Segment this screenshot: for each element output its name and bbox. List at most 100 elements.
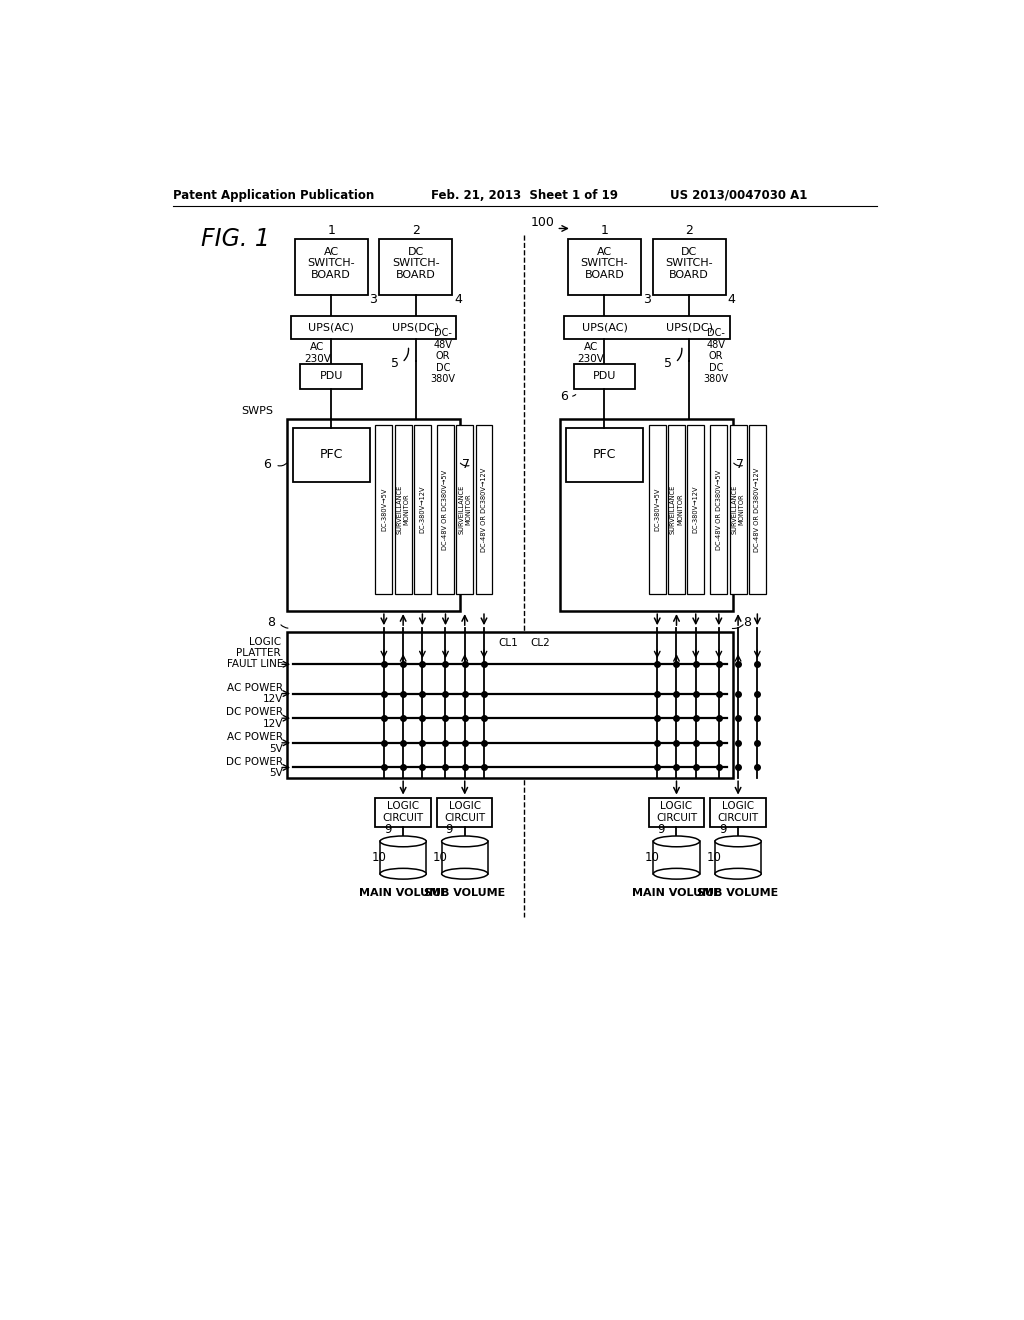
Text: SURVEILLANCE
MONITOR: SURVEILLANCE MONITOR — [731, 484, 744, 535]
Bar — [715, 841, 761, 874]
Bar — [437, 425, 454, 594]
Text: MAIN VOLUME: MAIN VOLUME — [632, 888, 721, 898]
Ellipse shape — [653, 836, 699, 847]
Ellipse shape — [653, 869, 699, 879]
Ellipse shape — [380, 836, 426, 847]
Bar — [457, 425, 473, 594]
Text: 7: 7 — [462, 458, 470, 471]
Text: 10: 10 — [645, 851, 659, 865]
Text: DC POWER
5V: DC POWER 5V — [226, 756, 283, 779]
Bar — [287, 632, 733, 779]
Text: 9: 9 — [657, 824, 665, 837]
Text: SUB VOLUME: SUB VOLUME — [424, 888, 506, 898]
Text: DC-48V OR DC380V→5V: DC-48V OR DC380V→5V — [716, 470, 722, 549]
Text: 9: 9 — [384, 824, 391, 837]
Bar — [376, 425, 392, 594]
Text: SURVEILLANCE
MONITOR: SURVEILLANCE MONITOR — [459, 484, 471, 535]
Bar — [291, 317, 457, 339]
Text: CL2: CL2 — [530, 639, 550, 648]
Bar — [394, 425, 412, 594]
Text: AC POWER
5V: AC POWER 5V — [227, 733, 283, 754]
Text: UPS(DC): UPS(DC) — [666, 323, 713, 333]
Bar — [652, 239, 726, 294]
Text: 1: 1 — [328, 223, 335, 236]
Text: PFC: PFC — [593, 449, 616, 462]
Text: DC-380V→12V: DC-380V→12V — [420, 486, 425, 533]
Text: Patent Application Publication: Patent Application Publication — [173, 189, 374, 202]
Text: SWPS: SWPS — [241, 407, 273, 416]
Text: LOGIC
CIRCUIT: LOGIC CIRCUIT — [656, 801, 697, 822]
Text: UPS(AC): UPS(AC) — [308, 323, 354, 333]
Bar — [380, 841, 426, 874]
Text: 4: 4 — [454, 293, 462, 306]
Text: US 2013/0047030 A1: US 2013/0047030 A1 — [670, 189, 807, 202]
Text: FAULT LINE: FAULT LINE — [226, 659, 283, 669]
Bar — [573, 364, 635, 388]
Ellipse shape — [441, 836, 487, 847]
Ellipse shape — [380, 869, 426, 879]
Text: LOGIC
PLATTER: LOGIC PLATTER — [237, 636, 281, 659]
Text: AC
230V: AC 230V — [304, 342, 331, 364]
Bar — [568, 239, 641, 294]
Bar — [711, 797, 766, 826]
Text: SURVEILLANCE
MONITOR: SURVEILLANCE MONITOR — [670, 484, 683, 535]
Text: 8: 8 — [743, 616, 752, 630]
Ellipse shape — [715, 869, 761, 879]
Bar — [560, 418, 733, 611]
Text: DC-380V→5V: DC-380V→5V — [654, 488, 660, 531]
Text: DC-48V OR DC380V→5V: DC-48V OR DC380V→5V — [442, 470, 449, 549]
Text: AC
SWITCH-
BOARD: AC SWITCH- BOARD — [581, 247, 629, 280]
Text: 6: 6 — [560, 389, 567, 403]
Text: 2: 2 — [685, 223, 693, 236]
Text: AC
SWITCH-
BOARD: AC SWITCH- BOARD — [307, 247, 355, 280]
Text: 4: 4 — [727, 293, 735, 306]
Text: DC-
48V
OR
DC
380V: DC- 48V OR DC 380V — [430, 329, 456, 384]
Text: AC POWER
12V: AC POWER 12V — [227, 682, 283, 705]
Text: SURVEILLANCE
MONITOR: SURVEILLANCE MONITOR — [396, 484, 410, 535]
Text: 5: 5 — [391, 358, 399, 371]
Ellipse shape — [441, 869, 487, 879]
Text: 7: 7 — [735, 458, 743, 471]
Text: 6: 6 — [263, 458, 271, 471]
Text: DC-48V OR DC380V→12V: DC-48V OR DC380V→12V — [481, 467, 487, 552]
Text: DC-380V→5V: DC-380V→5V — [381, 488, 387, 531]
Text: PDU: PDU — [593, 371, 616, 381]
Text: PFC: PFC — [319, 449, 343, 462]
Bar — [668, 425, 685, 594]
Text: LOGIC
CIRCUIT: LOGIC CIRCUIT — [383, 801, 424, 822]
Bar — [437, 797, 493, 826]
Text: UPS(DC): UPS(DC) — [392, 323, 439, 333]
Bar — [711, 425, 727, 594]
Text: 10: 10 — [433, 851, 447, 865]
Text: 3: 3 — [643, 293, 650, 306]
Bar — [653, 841, 699, 874]
Bar — [379, 239, 453, 294]
Text: 10: 10 — [707, 851, 721, 865]
Text: 9: 9 — [719, 824, 727, 837]
Bar — [295, 239, 368, 294]
Ellipse shape — [715, 836, 761, 847]
Text: DC-48V OR DC380V→12V: DC-48V OR DC380V→12V — [755, 467, 761, 552]
Text: 2: 2 — [412, 223, 420, 236]
Bar — [475, 425, 493, 594]
Bar — [441, 841, 487, 874]
Bar — [687, 425, 705, 594]
Text: DC POWER
12V: DC POWER 12V — [226, 708, 283, 729]
Text: FIG. 1: FIG. 1 — [202, 227, 270, 251]
Text: DC-
48V
OR
DC
380V: DC- 48V OR DC 380V — [703, 329, 729, 384]
Bar — [287, 418, 460, 611]
Text: DC
SWITCH-
BOARD: DC SWITCH- BOARD — [392, 247, 439, 280]
Bar — [649, 797, 705, 826]
Bar — [649, 425, 666, 594]
Bar — [376, 797, 431, 826]
Text: DC
SWITCH-
BOARD: DC SWITCH- BOARD — [666, 247, 713, 280]
Text: MAIN VOLUME: MAIN VOLUME — [358, 888, 447, 898]
Text: LOGIC
CIRCUIT: LOGIC CIRCUIT — [718, 801, 759, 822]
Bar — [414, 425, 431, 594]
Text: DC-380V→12V: DC-380V→12V — [693, 486, 698, 533]
Text: CL1: CL1 — [498, 639, 518, 648]
Text: AC
230V: AC 230V — [578, 342, 604, 364]
Bar — [300, 364, 361, 388]
Text: 3: 3 — [370, 293, 377, 306]
Text: 8: 8 — [267, 616, 275, 630]
